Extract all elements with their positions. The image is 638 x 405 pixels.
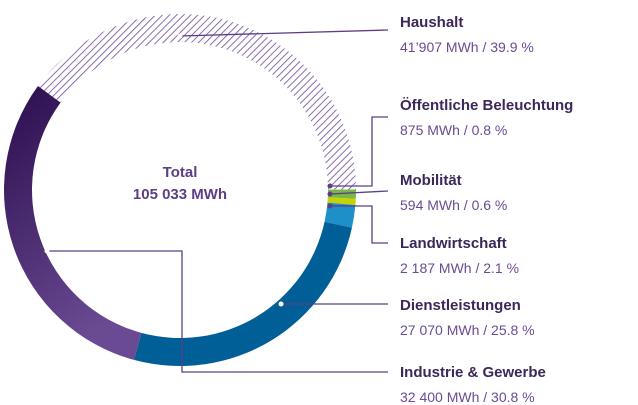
leader-line — [330, 205, 388, 244]
slice — [37, 14, 356, 190]
slice — [4, 86, 142, 360]
leader-dot — [44, 248, 50, 254]
leader-line — [329, 190, 389, 195]
leader-dot — [278, 301, 284, 307]
value-label: 594 MWh / 0.6 % — [400, 197, 507, 213]
leader-dot — [177, 33, 183, 39]
legend-label: Mobilität — [400, 172, 462, 189]
value-label: 875 MWh / 0.8 % — [400, 122, 507, 138]
slice — [134, 221, 352, 366]
value-label: 32 400 MWh / 30.8 % — [400, 389, 535, 405]
legend-label: Haushalt — [400, 14, 463, 31]
leader-line — [179, 29, 389, 37]
center-label: Total — [163, 164, 198, 181]
value-label: 27 070 MWh / 25.8 % — [400, 322, 535, 338]
legend-label: Industrie & Gewerbe — [400, 364, 546, 381]
slice — [324, 202, 356, 228]
legend-label: Dienstleistungen — [400, 297, 521, 314]
donut — [4, 14, 356, 366]
leader-line — [330, 116, 388, 187]
legend-label: Öffentliche Beleuchtung — [400, 97, 573, 114]
leader-line — [47, 250, 388, 373]
slice — [327, 189, 356, 199]
leader-dot — [327, 203, 333, 209]
value-label: 2 187 MWh / 2.1 % — [400, 260, 519, 276]
slice — [327, 197, 356, 205]
leader-dot — [327, 191, 333, 197]
center-label: 105 033 MWh — [133, 186, 227, 203]
leader-dot — [327, 183, 333, 189]
leader-lines — [44, 29, 389, 373]
value-label: 41’907 MWh / 39.9 % — [400, 39, 534, 55]
legend-label: Landwirtschaft — [400, 235, 507, 252]
